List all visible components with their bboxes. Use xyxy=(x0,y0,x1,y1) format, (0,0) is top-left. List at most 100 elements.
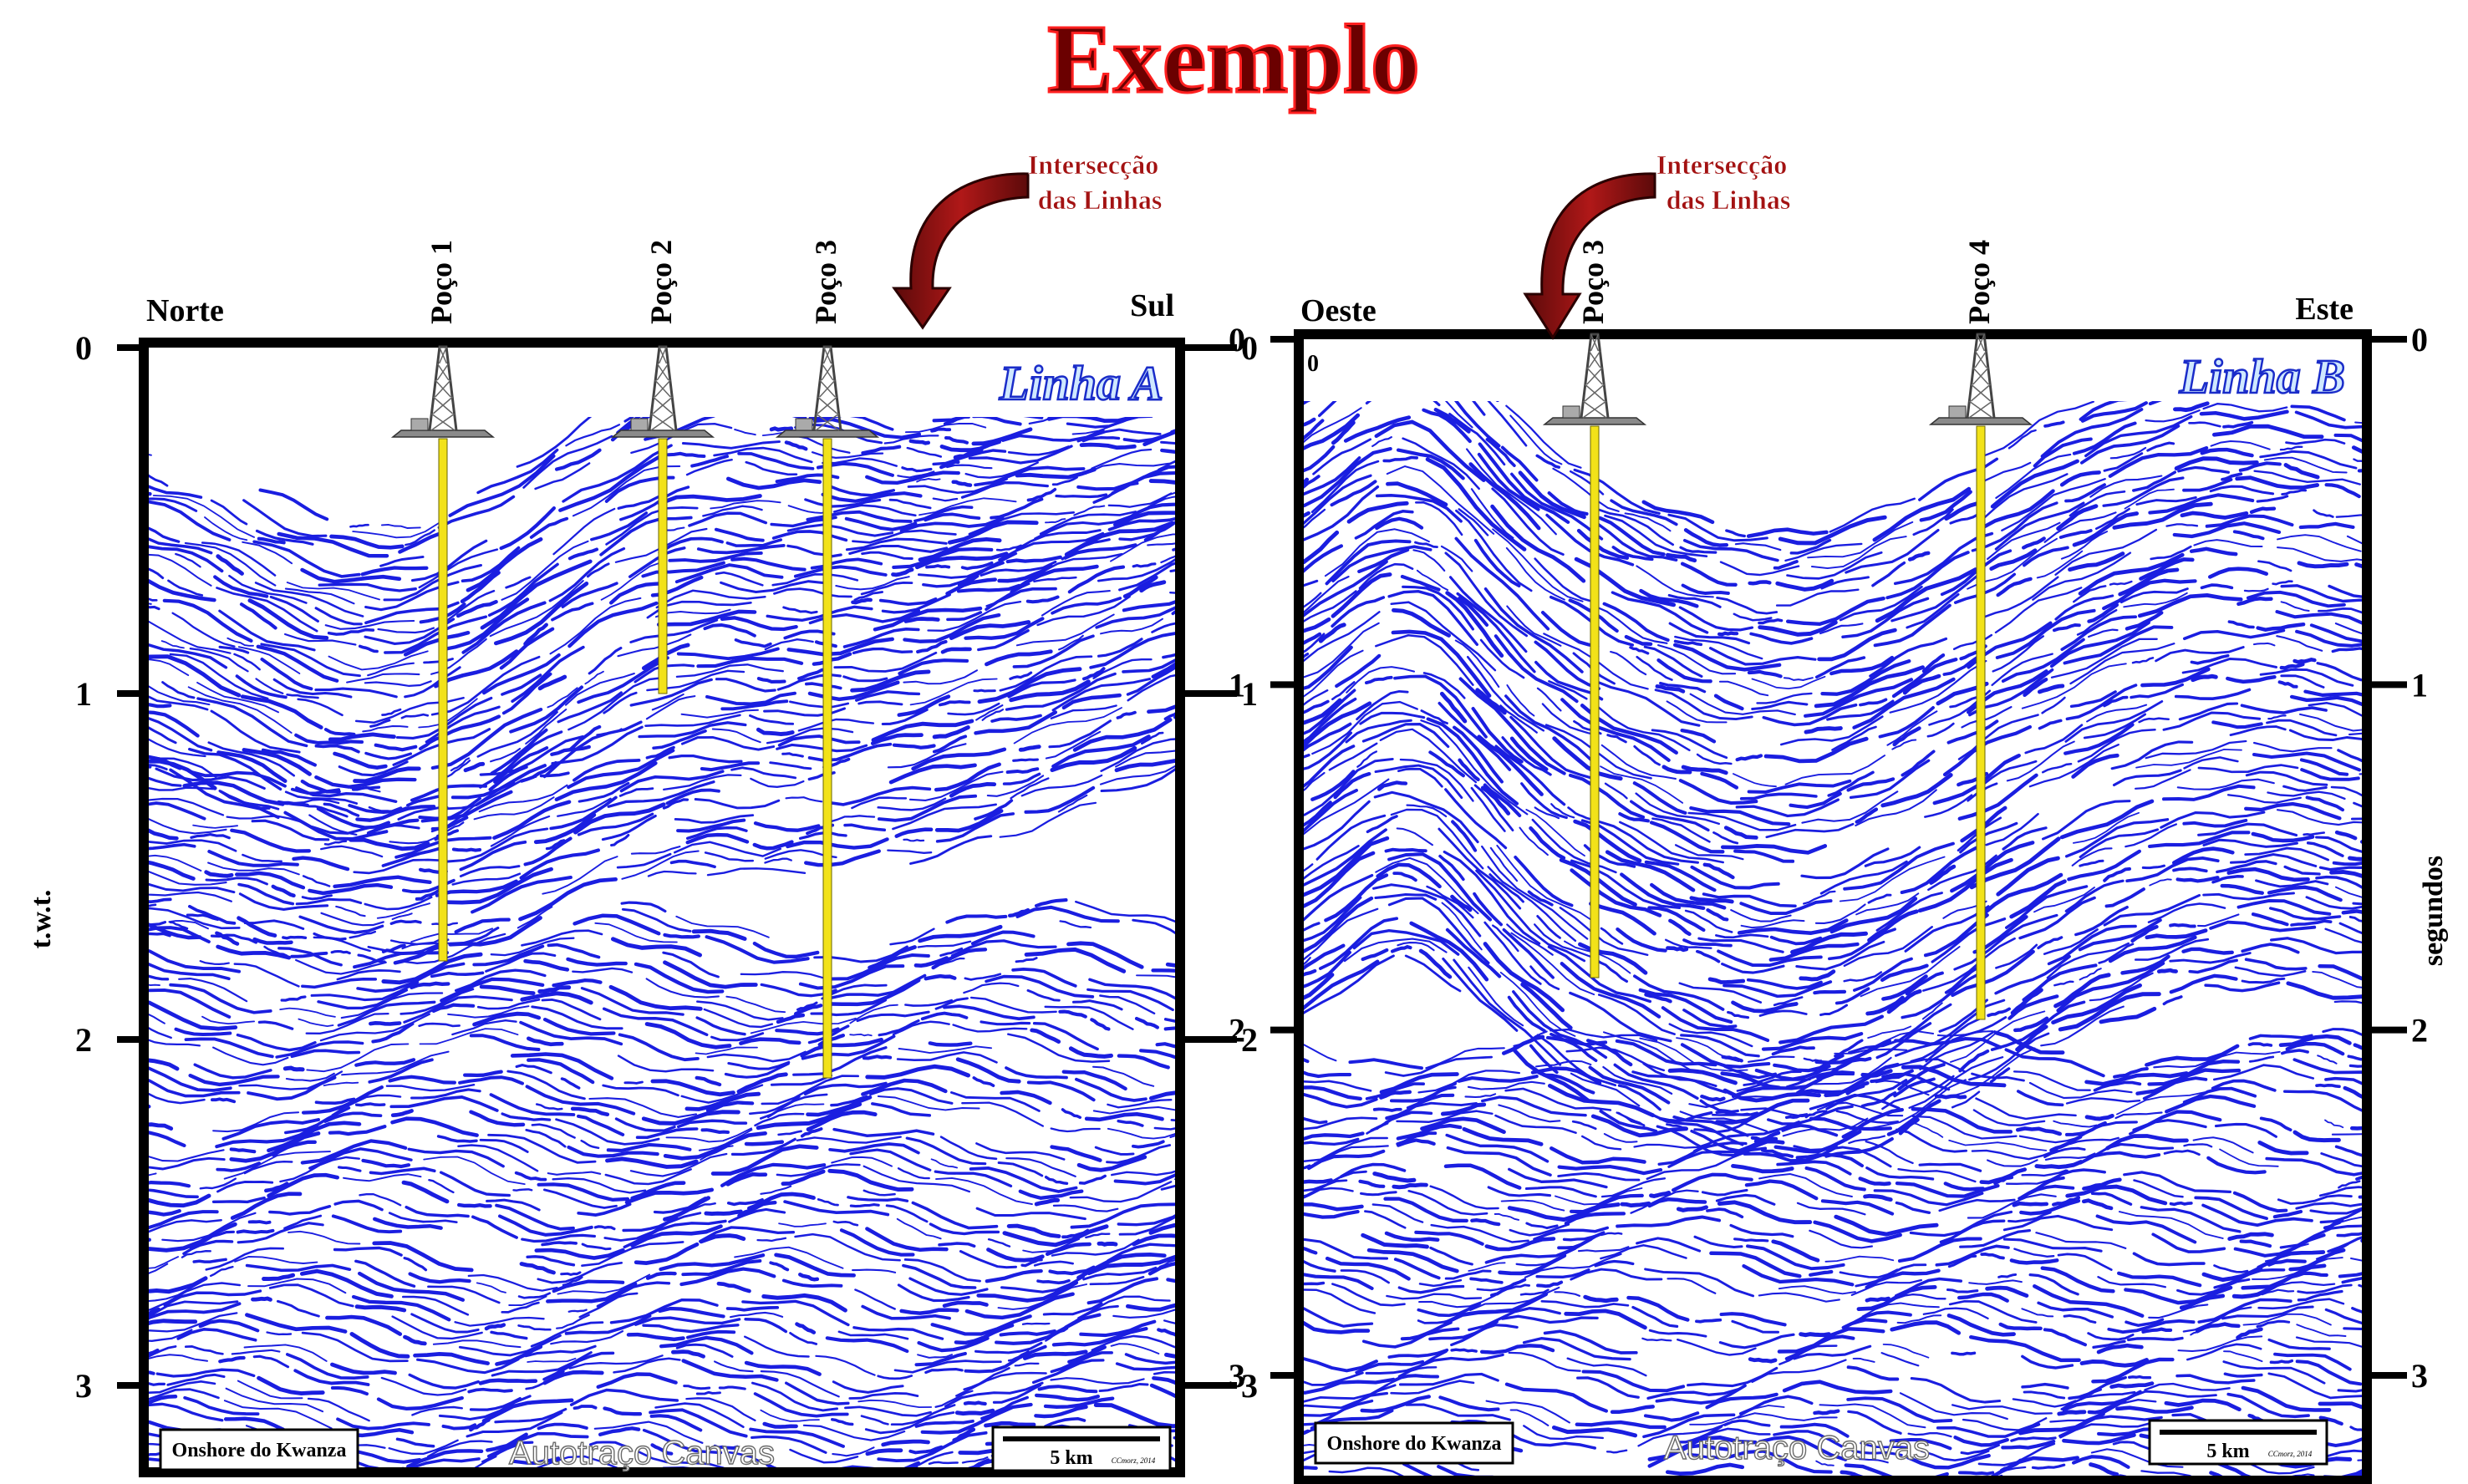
reflector-segment xyxy=(1702,862,1735,880)
reflector-segment xyxy=(149,1122,174,1131)
reflector-segment xyxy=(1379,1090,1412,1100)
reflector-segment xyxy=(1987,1159,2038,1167)
reflector-segment xyxy=(1899,1392,2008,1420)
reflector-segment xyxy=(2162,711,2262,731)
reflector-segment xyxy=(1610,650,1647,676)
reflector-segment xyxy=(2353,458,2362,462)
reflector-segment xyxy=(230,1192,303,1220)
reflector-segment xyxy=(176,1327,257,1342)
reflector-segment xyxy=(527,1058,595,1085)
reflector-segment xyxy=(257,536,286,545)
reflector-segment xyxy=(441,714,501,738)
reflector-segment xyxy=(644,714,741,727)
reflector-segment xyxy=(380,1376,467,1396)
reflector-segment xyxy=(749,1427,845,1448)
reflector-segment xyxy=(1921,653,1946,673)
reflector-segment xyxy=(1629,646,1650,655)
reflector-segment xyxy=(842,675,888,683)
reflector-segment xyxy=(1002,772,1041,785)
reflector-segment xyxy=(2256,1319,2291,1329)
reflector-segment xyxy=(2083,713,2146,739)
reflector-segment xyxy=(1744,1179,1819,1201)
reflector-segment xyxy=(1386,1293,1483,1300)
reflector-segment xyxy=(1501,1283,1531,1293)
reflector-segment xyxy=(1858,1458,1889,1464)
reflector-segment xyxy=(1304,1466,1318,1471)
reflector-segment xyxy=(149,620,232,654)
reflector-segment xyxy=(845,537,948,551)
reflector-segment xyxy=(2182,1306,2252,1333)
reflector-segment xyxy=(349,930,377,939)
reflector-segment xyxy=(1921,1002,1943,1020)
reflector-segment xyxy=(149,922,202,940)
reflector-segment xyxy=(652,729,707,750)
reflector-segment xyxy=(2324,928,2362,944)
reflector-segment xyxy=(1444,1269,1492,1280)
reflector-segment xyxy=(398,933,506,964)
reflector-segment xyxy=(155,1368,256,1378)
reflector-segment xyxy=(564,673,635,706)
reflector-segment xyxy=(1680,562,1738,587)
reflector-segment xyxy=(2084,414,2193,458)
reflector-segment xyxy=(149,1149,225,1162)
reflector-segment xyxy=(1020,1258,1043,1268)
reflector-segment xyxy=(1509,715,1595,780)
reflector-segment xyxy=(1783,677,1814,682)
reflector-segment xyxy=(354,1259,416,1288)
reflector-segment xyxy=(1455,509,1533,592)
reflector-segment xyxy=(614,1117,676,1132)
reflector-segment xyxy=(954,1408,995,1416)
reflector-segment xyxy=(1934,1094,1967,1100)
reflector-segment xyxy=(1050,704,1117,719)
reflector-segment xyxy=(688,511,768,527)
reflector-segment xyxy=(1392,607,1452,638)
reflector-segment xyxy=(1397,1284,1465,1294)
reflector-segment xyxy=(2140,667,2211,688)
reflector-segment xyxy=(685,1397,756,1422)
reflector-segment xyxy=(1606,734,1627,744)
reflector-segment xyxy=(917,552,1018,579)
reflector-segment xyxy=(541,1241,578,1247)
reflector-segment xyxy=(216,944,292,960)
reflector-segment xyxy=(349,786,381,793)
reflector-segment xyxy=(2165,1094,2257,1114)
reflector-segment xyxy=(892,803,997,831)
reflector-segment xyxy=(149,818,227,835)
reflector-segment xyxy=(2343,1085,2362,1099)
reflector-segment xyxy=(181,1250,211,1258)
reflector-segment xyxy=(798,964,905,990)
reflector-segment xyxy=(149,1039,201,1047)
reflector-segment xyxy=(2277,534,2362,552)
reflector-segment xyxy=(1304,417,1316,427)
reflector-segment xyxy=(2324,1076,2362,1085)
reflector-segment xyxy=(1051,1238,1140,1257)
reflector-segment xyxy=(1081,435,1121,443)
reflector-segment xyxy=(1185,1338,1259,1348)
reflector-segment xyxy=(1817,628,1897,662)
reflector-segment xyxy=(1343,938,1448,963)
reflector-segment xyxy=(353,766,421,784)
reflector-segment xyxy=(828,1142,920,1155)
reflector-segment xyxy=(2248,1034,2313,1040)
reflector-segment xyxy=(1041,590,1111,617)
reflector-segment xyxy=(943,415,970,425)
intersection-callout-b: Intersecção das Linhas xyxy=(1523,150,1791,340)
reflector-segment xyxy=(552,507,616,556)
reflector-segment xyxy=(914,1351,967,1367)
reflector-segment xyxy=(1304,1384,1397,1410)
reflector-segment xyxy=(1891,739,1917,750)
reflector-segment xyxy=(542,1370,604,1385)
panel-b-line-name: Linha B xyxy=(2179,349,2345,404)
reflector-segment xyxy=(1865,1296,1890,1303)
reflector-segment xyxy=(149,842,196,851)
reflector-segment xyxy=(1086,1254,1175,1276)
reflector-segment xyxy=(756,727,795,736)
reflector-segment xyxy=(149,1079,241,1098)
reflector-segment xyxy=(1348,1058,1423,1070)
reflector-segment xyxy=(1127,673,1175,702)
reflector-segment xyxy=(2249,506,2277,514)
reflector-segment xyxy=(2318,607,2362,614)
reflector-segment xyxy=(703,1008,774,1029)
reflector-segment xyxy=(806,1095,873,1117)
reflector-segment xyxy=(201,1015,255,1025)
